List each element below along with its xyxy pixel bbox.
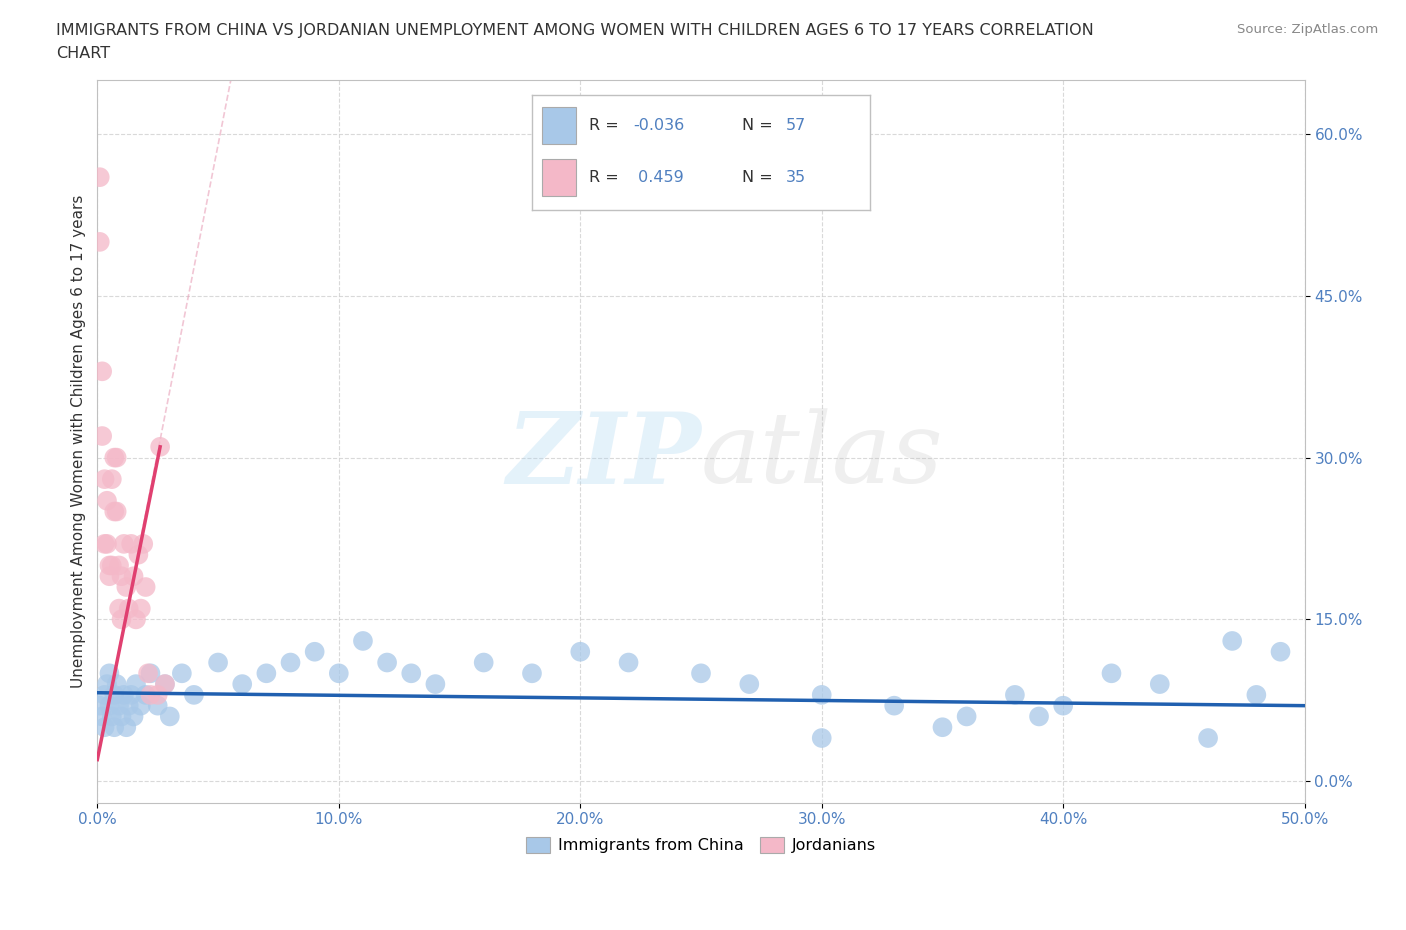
Point bbox=[1028, 709, 1050, 724]
Point bbox=[883, 698, 905, 713]
Point bbox=[103, 504, 125, 519]
Point bbox=[91, 709, 114, 724]
Point bbox=[105, 677, 128, 692]
Point bbox=[425, 677, 447, 692]
Point bbox=[1246, 687, 1268, 702]
Point bbox=[139, 687, 162, 702]
Point bbox=[127, 547, 149, 562]
Point bbox=[110, 709, 132, 724]
Text: CHART: CHART bbox=[56, 46, 110, 61]
Point bbox=[520, 666, 543, 681]
Point bbox=[810, 731, 832, 746]
Point bbox=[170, 666, 193, 681]
Point bbox=[108, 558, 131, 573]
Point bbox=[98, 569, 121, 584]
Point bbox=[110, 569, 132, 584]
Point bbox=[91, 429, 114, 444]
Text: ZIP: ZIP bbox=[506, 407, 702, 504]
Point bbox=[103, 687, 125, 702]
Point bbox=[231, 677, 253, 692]
Point bbox=[120, 687, 142, 702]
Point bbox=[93, 720, 115, 735]
Point bbox=[183, 687, 205, 702]
Point bbox=[98, 666, 121, 681]
Point bbox=[101, 472, 124, 486]
Point bbox=[110, 612, 132, 627]
Point bbox=[96, 493, 118, 508]
Point bbox=[931, 720, 953, 735]
Point bbox=[1101, 666, 1123, 681]
Point bbox=[1004, 687, 1026, 702]
Point bbox=[108, 601, 131, 616]
Point bbox=[115, 720, 138, 735]
Point bbox=[146, 698, 169, 713]
Point bbox=[91, 364, 114, 379]
Point bbox=[96, 537, 118, 551]
Point bbox=[569, 644, 592, 659]
Point bbox=[1052, 698, 1074, 713]
Point bbox=[136, 666, 159, 681]
Point bbox=[328, 666, 350, 681]
Point bbox=[125, 677, 148, 692]
Text: atlas: atlas bbox=[702, 408, 943, 503]
Point bbox=[810, 687, 832, 702]
Point bbox=[129, 698, 152, 713]
Point bbox=[98, 558, 121, 573]
Point bbox=[118, 698, 141, 713]
Point bbox=[132, 537, 155, 551]
Point bbox=[93, 687, 115, 702]
Point bbox=[115, 579, 138, 594]
Point bbox=[375, 655, 398, 670]
Point bbox=[207, 655, 229, 670]
Point bbox=[1220, 633, 1243, 648]
Point bbox=[89, 170, 111, 185]
Point bbox=[149, 439, 172, 454]
Point bbox=[98, 698, 121, 713]
Y-axis label: Unemployment Among Women with Children Ages 6 to 17 years: Unemployment Among Women with Children A… bbox=[72, 194, 86, 688]
Point bbox=[96, 677, 118, 692]
Point bbox=[738, 677, 761, 692]
Point bbox=[352, 633, 374, 648]
Point bbox=[139, 666, 162, 681]
Point bbox=[108, 698, 131, 713]
Point bbox=[101, 558, 124, 573]
Point bbox=[112, 537, 135, 551]
Point bbox=[690, 666, 713, 681]
Point bbox=[125, 612, 148, 627]
Point bbox=[146, 687, 169, 702]
Point bbox=[254, 666, 277, 681]
Point bbox=[103, 720, 125, 735]
Point bbox=[159, 709, 181, 724]
Point bbox=[120, 537, 142, 551]
Point bbox=[1149, 677, 1171, 692]
Point bbox=[89, 698, 111, 713]
Point bbox=[135, 579, 157, 594]
Point bbox=[1270, 644, 1292, 659]
Point bbox=[304, 644, 326, 659]
Point bbox=[153, 677, 176, 692]
Point bbox=[1197, 731, 1219, 746]
Point bbox=[118, 601, 141, 616]
Point bbox=[955, 709, 977, 724]
Point bbox=[89, 234, 111, 249]
Text: Source: ZipAtlas.com: Source: ZipAtlas.com bbox=[1237, 23, 1378, 36]
Point bbox=[93, 472, 115, 486]
Point bbox=[280, 655, 302, 670]
Point bbox=[103, 450, 125, 465]
Point bbox=[472, 655, 495, 670]
Point bbox=[617, 655, 640, 670]
Point bbox=[101, 709, 124, 724]
Point bbox=[399, 666, 422, 681]
Point bbox=[135, 687, 157, 702]
Point bbox=[129, 601, 152, 616]
Legend: Immigrants from China, Jordanians: Immigrants from China, Jordanians bbox=[520, 830, 882, 860]
Point bbox=[153, 677, 176, 692]
Point bbox=[105, 450, 128, 465]
Point bbox=[105, 504, 128, 519]
Point bbox=[93, 537, 115, 551]
Point bbox=[122, 569, 145, 584]
Point bbox=[122, 709, 145, 724]
Point bbox=[112, 687, 135, 702]
Text: IMMIGRANTS FROM CHINA VS JORDANIAN UNEMPLOYMENT AMONG WOMEN WITH CHILDREN AGES 6: IMMIGRANTS FROM CHINA VS JORDANIAN UNEMP… bbox=[56, 23, 1094, 38]
